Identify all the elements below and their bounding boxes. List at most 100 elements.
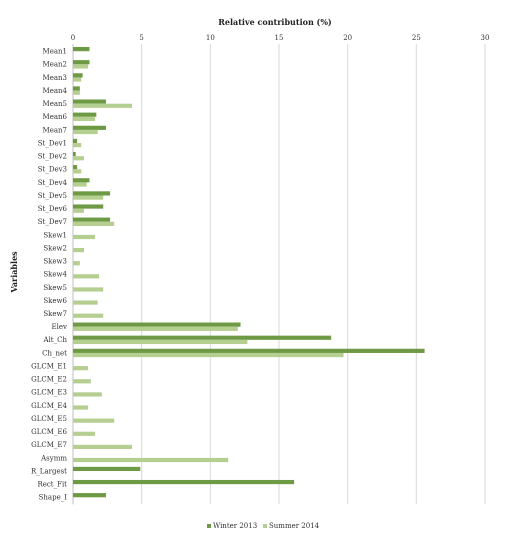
legend: Winter 2013 Summer 2014 [207, 522, 320, 530]
category-labels: Mean1 Mean2 Mean3 Mean4 Mean5 Mean6 Mean7 St_De… [31, 48, 68, 502]
x-tick-label: 25 [412, 34, 421, 42]
x-tick-labels: 0 5 10 15 20 25 30 [71, 34, 490, 42]
bar-summer [73, 352, 344, 358]
gridlines [72, 44, 486, 505]
category-label: St_Dev5 [38, 192, 67, 200]
legend-swatch [263, 524, 267, 528]
x-tick-label: 20 [343, 34, 352, 42]
bar-summer [73, 287, 104, 292]
bar-summer [73, 431, 95, 436]
category-label: R_Largest [31, 467, 67, 475]
x-axis-title: Relative contribution (%) [218, 17, 332, 27]
bar-summer [73, 143, 82, 148]
category-label: GLCM_E7 [31, 441, 67, 449]
category-label: Rect_Fit [37, 481, 67, 489]
bar-winter [73, 204, 104, 209]
bar-summer [73, 182, 87, 187]
category-label: St_Dev2 [38, 153, 67, 161]
category-label: Skew7 [43, 310, 67, 318]
bars [73, 47, 425, 498]
bar-summer [73, 116, 95, 121]
category-label: St_Dev7 [38, 218, 67, 226]
bar-summer [73, 234, 95, 240]
legend-label: Winter 2013 [213, 522, 257, 530]
category-label: St_Dev3 [38, 166, 67, 174]
x-tick-label: 5 [139, 34, 143, 42]
category-label: GLCM_E5 [31, 415, 67, 423]
bar-summer [73, 221, 115, 226]
category-label: Skew5 [43, 284, 67, 292]
category-label: GLCM_E1 [31, 362, 67, 370]
category-label: Elev [52, 323, 67, 331]
category-label: Skew3 [43, 258, 67, 266]
category-label: Ch_net [42, 349, 67, 357]
bar-summer [73, 444, 133, 449]
category-label: Mean1 [43, 48, 67, 56]
category-label: Asymm [40, 454, 67, 462]
bar-winter [73, 60, 90, 65]
bar-summer [73, 261, 80, 266]
bar-summer [73, 418, 115, 423]
bar-winter [73, 191, 111, 196]
category-label: Skew6 [43, 297, 67, 305]
category-label: GLCM_E2 [31, 376, 67, 384]
bar-summer [73, 366, 89, 371]
legend-swatch [207, 524, 211, 528]
category-label: GLCM_E3 [31, 389, 67, 397]
category-label: Shape_I [39, 494, 68, 502]
bar-summer [73, 313, 104, 318]
bar-winter [73, 322, 241, 327]
x-tick-label: 15 [275, 34, 284, 42]
x-tick-label: 30 [481, 34, 490, 42]
bar-summer [73, 379, 91, 384]
category-label: Alt_Ch [43, 336, 68, 344]
bar-summer [73, 457, 229, 463]
bar-winter [73, 138, 78, 144]
category-label: Skew1 [43, 231, 67, 239]
bar-winter [73, 86, 80, 91]
bar-summer [73, 169, 82, 174]
category-label: St_Dev4 [38, 179, 68, 187]
bar-summer [73, 339, 248, 345]
category-label: GLCM_E4 [31, 402, 67, 410]
bar-winter [73, 335, 332, 340]
bar-summer [73, 326, 238, 331]
bar-summer [73, 300, 98, 305]
bar-summer [73, 405, 89, 410]
category-label: Skew4 [43, 271, 67, 279]
y-axis-title: Variables [9, 251, 19, 294]
bar-winter [73, 493, 106, 498]
category-label: Mean3 [43, 74, 67, 82]
category-label: Mean6 [43, 113, 68, 121]
bar-summer [73, 248, 84, 253]
x-tick-label: 10 [206, 34, 215, 42]
bar-winter [73, 479, 295, 485]
bar-summer [73, 129, 98, 135]
bar-winter [73, 348, 425, 353]
bar-summer [73, 77, 82, 82]
bar-summer [73, 90, 80, 95]
bar-summer [73, 103, 133, 108]
category-label: Mean2 [43, 61, 67, 69]
bar-winter [73, 178, 90, 183]
bar-summer [73, 274, 100, 279]
legend-label: Summer 2014 [269, 522, 320, 530]
bar-winter [73, 217, 111, 222]
bar-summer [73, 392, 102, 397]
category-label: Mean7 [43, 126, 67, 134]
bar-summer [73, 64, 89, 69]
x-tick-label: 0 [71, 34, 75, 42]
category-label: St_Dev6 [38, 205, 68, 213]
bar-winter [73, 165, 78, 170]
bar-winter [73, 47, 90, 52]
category-label: Mean4 [43, 87, 68, 95]
category-label: Skew2 [43, 244, 67, 252]
bar-winter [73, 73, 83, 78]
category-label: Mean5 [43, 100, 67, 108]
category-label: GLCM_E6 [31, 428, 67, 436]
bar-summer [73, 156, 84, 161]
bar-winter [73, 125, 106, 130]
bar-summer [73, 208, 84, 213]
bar-winter [73, 466, 141, 472]
